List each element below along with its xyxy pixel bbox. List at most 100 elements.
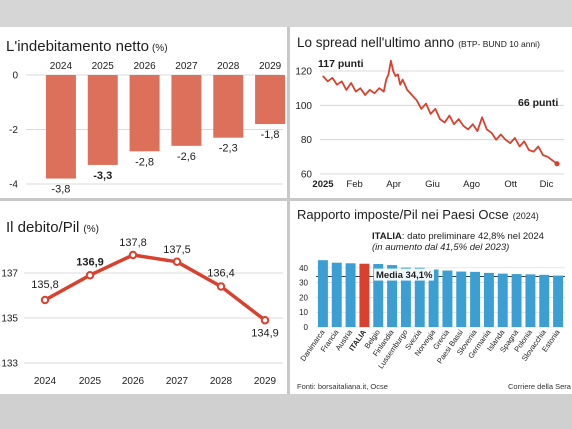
spread-end-dot [554,161,560,167]
spread-end-annotation: 66 punti [518,97,558,109]
x-tick-label: 2025 [312,179,334,190]
credit-note: Corriere della Sera [508,382,571,391]
year-label: 2028 [217,61,240,72]
spread-panel: Lo spread nell'ultimo anno (BTP- BUND 10 … [290,27,572,198]
spread-point [430,113,432,115]
bar-value-label: -2,8 [135,156,154,168]
debt-value-label: 135,8 [31,279,59,291]
spread-point [420,108,422,110]
year-label: 2024 [50,61,73,72]
spread-point [462,125,464,127]
spread-point [399,84,401,86]
bar [171,75,202,146]
tax-ratio-chart: Rapporto imposte/Pil nei Paesi Ocse (2024… [297,207,565,370]
country-bar [442,270,453,327]
debt-value-label: 137,5 [163,244,191,256]
spread-point [390,60,392,62]
debt-point [128,250,138,260]
spread-point [355,91,357,93]
y-tick-label: 40 [299,264,308,273]
spread-chart: Lo spread nell'ultimo anno (BTP- BUND 10 … [295,35,564,190]
spread-start-annotation: 117 punti [318,58,364,70]
spread-point [509,142,511,144]
italy-note: ITALIA: dato preliminare 42,8% nel 2024 [372,231,544,242]
debt-value-label: 134,9 [251,327,279,339]
x-tick-label: Apr [386,179,401,190]
spread-point [364,94,366,96]
bar [45,75,76,179]
spread-point [392,70,394,72]
spread-point [523,140,525,142]
country-bar [428,269,439,327]
average-label: Media 34,1% [376,270,433,281]
x-tick-label: Giu [425,179,440,190]
spread-point [514,137,516,139]
y-tick-label: 30 [299,279,308,288]
spread-line [322,59,558,165]
spread-point [401,78,404,81]
sources-note: Fonti: borsaitaliana.it, Ocse [297,382,388,391]
spread-point [537,145,539,148]
bar-value-label: -2,6 [177,151,196,163]
debt-point [85,271,95,280]
spread-point [425,103,427,105]
spread-point [504,139,507,141]
bar-value-label: -3,3 [93,170,112,182]
y-tick-label: -4 [9,180,18,191]
y-tick-label: 20 [299,293,308,302]
year-label: 2029 [259,61,282,72]
year-label: 2027 [166,376,189,387]
spread-point [411,94,413,96]
spread-point [322,75,324,77]
debt-value-label: 136,4 [207,268,235,280]
country-bar [525,274,536,327]
y-tick-label: 100 [295,101,312,112]
debt-value-label: 136,9 [76,256,104,268]
spread-point [434,108,436,110]
spread-point [383,91,385,93]
spread-point [327,80,329,82]
spread-point [533,151,535,153]
year-label: 2026 [122,376,145,387]
country-bar [497,273,508,327]
country-bar [553,275,564,327]
spread-point [495,139,497,141]
spread-point [444,121,446,124]
debt-point [40,295,50,305]
bar [87,75,118,165]
y-tick-label: -2 [9,125,18,136]
country-bar [539,274,550,327]
spread-point [518,145,521,148]
country-bar [317,260,328,327]
spread-point [397,73,399,76]
spread-point [472,123,474,125]
year-label: 2026 [133,61,156,72]
spread-point [542,154,544,156]
debt-change-title: L'indebitamento netto (%) [6,38,168,55]
year-label: 2024 [34,376,57,387]
debt-point [260,316,270,325]
bar [129,75,160,152]
year-label: 2029 [254,376,277,387]
spread-point [486,128,488,130]
country-bar [483,272,494,327]
spread-point [551,159,553,161]
spread-point [547,156,549,158]
spread-point [345,89,347,91]
top-band [0,0,572,27]
spread-point [406,89,408,91]
spread-point [528,149,530,151]
x-tick-label: Ago [463,179,480,190]
y-tick-label: 120 [295,67,312,78]
debt-gdp-panel: Il debito/Pil (%) 137 135 133 135,8 136,9 137,… [0,201,287,394]
country-bar [456,271,467,327]
spread-point [394,75,397,77]
year-label: 2025 [92,61,115,72]
spread-point [453,123,455,125]
spread-point [476,130,479,132]
spread-point [341,80,343,82]
x-tick-label: Ott [504,179,517,190]
spread-point [359,87,362,89]
debt-point [172,257,182,266]
country-bar [400,267,411,327]
